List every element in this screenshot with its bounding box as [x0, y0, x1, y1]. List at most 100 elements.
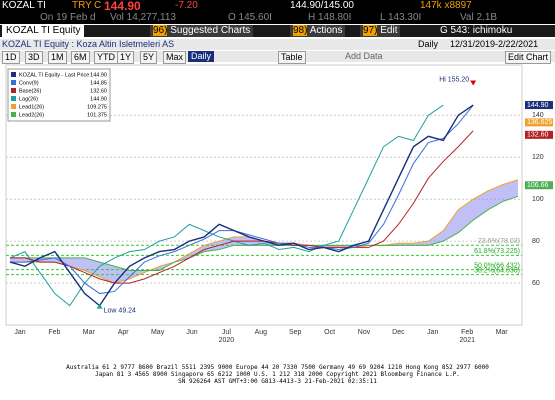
value-tag: [525, 118, 553, 127]
value-tag-label: 136.625: [527, 119, 552, 126]
legend-swatch: [11, 104, 16, 109]
stats-row: On 19 Feb d Vol 14,277,113 O 145.60I H 1…: [0, 12, 555, 24]
menu-actions[interactable]: 98) Actions: [290, 25, 346, 37]
value-tag: [525, 101, 553, 110]
menu-suggested[interactable]: 96) Suggested Charts: [150, 25, 254, 37]
y-tick-label: 100: [532, 196, 544, 203]
hi-marker: [470, 80, 477, 86]
quote-row: KOZAL TI TRY C 144.90 -7.20 144.90/145.0…: [0, 0, 555, 12]
series-line: [9, 104, 444, 307]
x-tick-label: Dec: [392, 329, 405, 336]
legend-swatch: [11, 88, 16, 93]
y-tick-label: 120: [532, 154, 544, 161]
x-tick-label: Jul: [222, 329, 231, 336]
x-tick-label: Nov: [358, 329, 371, 336]
table-button[interactable]: Table: [278, 51, 306, 64]
y-tick-label: 60: [532, 280, 540, 287]
subheader: KOZAL TI Equity : Koza Altin Isletmeleri…: [0, 39, 555, 50]
period-button[interactable]: 6M: [71, 51, 90, 64]
footer-line: Japan 81 3 4565 8900 Singapore 65 6212 1…: [95, 371, 460, 378]
legend-value: 109.275: [87, 104, 107, 110]
series-line: [9, 104, 474, 307]
x-tick-label: May: [151, 329, 165, 336]
x-tick-label: Aug: [255, 329, 268, 336]
footer-line: Australia 61 2 9777 8600 Brazil 5511 239…: [66, 364, 489, 371]
period-button[interactable]: 1D: [2, 51, 20, 64]
menu-num: 98): [293, 25, 308, 36]
legend: KOZAL TI Equity - Last Price 144.90Conv(9…: [7, 68, 111, 122]
legend-box: [7, 68, 111, 122]
volume: Vol 14,277,113: [110, 12, 176, 23]
price: 144.90: [104, 0, 141, 13]
button-bar: Daily Table Add Data Edit Chart 1D 3D 1M 6M…: [0, 51, 555, 64]
open: O 145.60I: [228, 12, 272, 23]
x-year-label: 2021: [459, 337, 475, 344]
menu-num: 96): [153, 25, 168, 36]
date-range: 12/31/2019-2/22/2021: [450, 39, 539, 49]
footer-line: SN 926264 AST GMT+3:00 G813-4413-3 21-Fe…: [178, 378, 377, 385]
legend-name: Lead1(26): [19, 104, 44, 110]
low-label: Low 49.24: [104, 307, 136, 314]
legend-swatch: [11, 96, 16, 101]
period-button[interactable]: Max: [163, 51, 187, 64]
legend-value: 132.60: [90, 88, 107, 94]
x-tick-label: Oct: [324, 329, 335, 336]
change: -7.20: [175, 0, 198, 11]
x-tick-label: Feb: [48, 329, 60, 336]
hi-label: Hi 155.20: [439, 76, 469, 83]
x-tick-label: Jan: [14, 329, 25, 336]
value-tag-label: 132.60: [527, 132, 549, 139]
legend-name: KOZAL TI Equity - Last Price: [19, 72, 89, 78]
edit-chart-button[interactable]: Edit Chart: [505, 51, 552, 64]
legend-name: Conv(9): [19, 80, 39, 86]
fib-label: 61.8%(73.225): [474, 248, 520, 255]
frequency: Daily: [418, 39, 439, 49]
legend-name: Lag(26): [19, 96, 38, 102]
menu-edit[interactable]: 97) Edit: [360, 25, 401, 37]
add-data[interactable]: Add Data: [345, 51, 383, 61]
x-tick-label: Apr: [118, 329, 130, 336]
x-tick-label: Jan: [427, 329, 438, 336]
x-tick-label: Mar: [83, 329, 96, 336]
legend-value: 101.375: [87, 112, 107, 118]
legend-swatch: [11, 80, 16, 85]
menu-label: Edit: [380, 25, 398, 36]
function: G 543: ichimoku: [440, 25, 513, 36]
x-tick-label: Feb: [461, 329, 473, 336]
legend-swatch: [11, 112, 16, 117]
x-tick-label: Mar: [496, 329, 509, 336]
period-button[interactable]: 1Y: [117, 51, 135, 64]
legend-value: 144.85: [90, 80, 107, 86]
fib-label: 23.6%(78.03): [478, 238, 520, 245]
menu-label: Actions: [309, 25, 343, 36]
low-marker: [96, 303, 103, 309]
fib-label: 38.2%(64.036): [474, 267, 520, 274]
x-year-label: 2020: [219, 337, 235, 344]
period-button[interactable]: 3D: [25, 51, 43, 64]
value-tag-label: 144.90: [527, 102, 549, 109]
security-title: KOZAL TI Equity : Koza Altin Isletmeleri…: [2, 39, 175, 49]
interval-select[interactable]: Daily: [188, 51, 215, 62]
series-line: [10, 130, 474, 284]
period-button[interactable]: 5Y: [140, 51, 158, 64]
high: H 148.80I: [308, 12, 352, 23]
security-field[interactable]: KOZAL TI Equity: [2, 25, 85, 37]
legend-value: 144.90: [90, 96, 107, 102]
ticker: KOZAL TI: [2, 0, 46, 11]
period-button[interactable]: 1M: [48, 51, 67, 64]
menu-num: 97): [363, 25, 378, 36]
y-tick-label: 80: [532, 238, 540, 245]
legend-name: Lead2(26): [19, 112, 44, 118]
period-button[interactable]: YTD: [94, 51, 118, 64]
value-tag-label: 106.66: [527, 182, 549, 189]
date: On 19 Feb d: [40, 12, 96, 23]
toolbar: KOZAL TI Equity 96) Suggested Charts 98)…: [0, 25, 555, 37]
y-tick-label: 140: [532, 112, 544, 119]
flag: C: [94, 0, 102, 11]
menu-label: Suggested Charts: [170, 25, 251, 36]
legend-value: 144.90: [90, 72, 107, 78]
x-tick-label: Sep: [289, 329, 302, 336]
bid-ask: 144.90/145.00: [290, 0, 354, 11]
value-tag: [525, 130, 553, 139]
